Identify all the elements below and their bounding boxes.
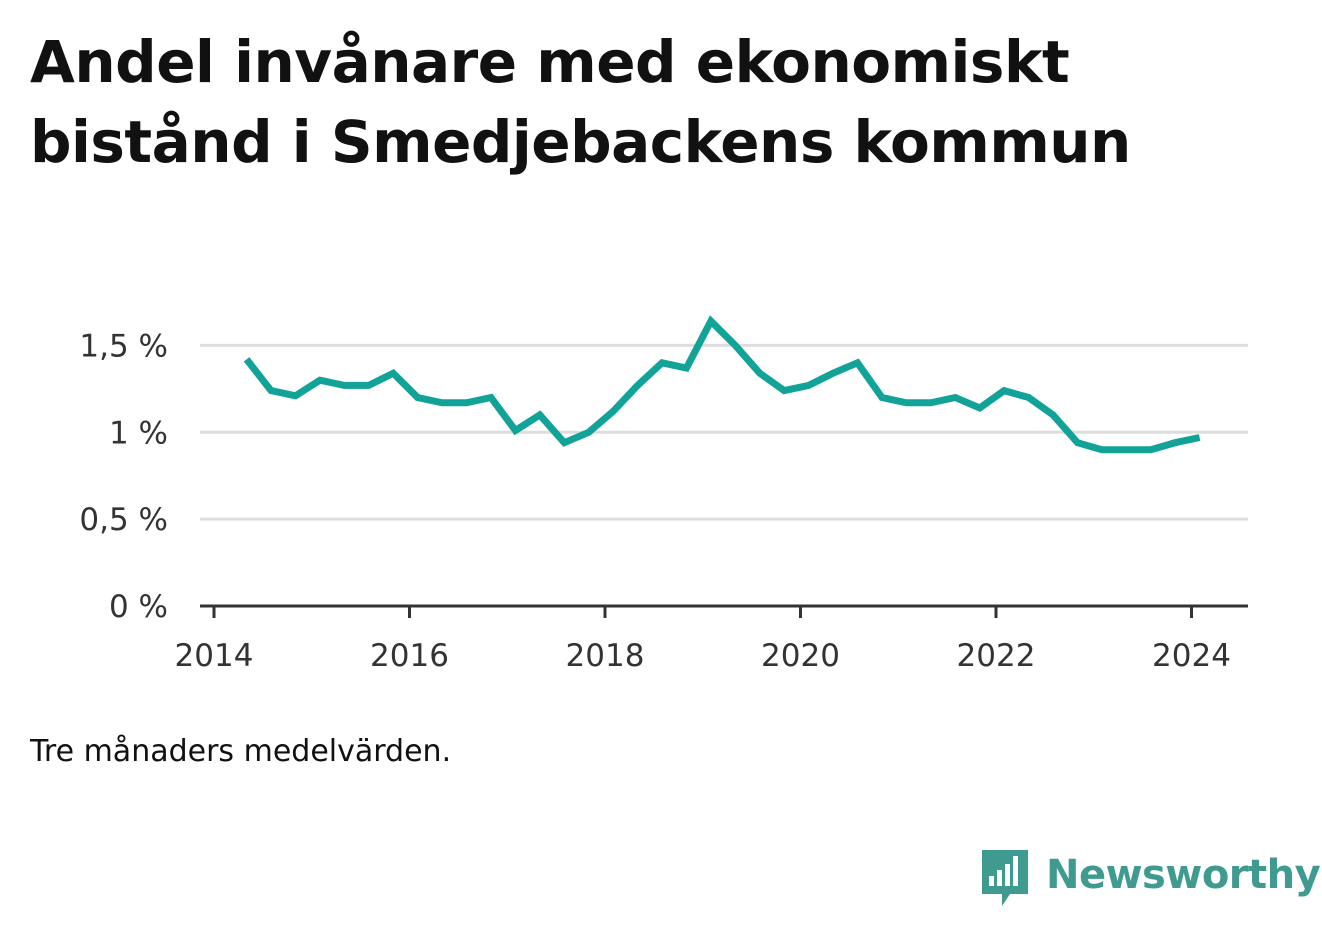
x-axis: 2014 2016 2018 2020 2022 2024 — [175, 604, 1248, 674]
x-tick-label: 2016 — [370, 638, 449, 674]
brand-name: Newsworthy — [1046, 852, 1321, 898]
series-layer — [243, 315, 1201, 454]
x-tick-label: 2014 — [175, 638, 254, 674]
x-tick-label: 2022 — [957, 638, 1036, 674]
x-tick-label: 2024 — [1152, 638, 1231, 674]
y-tick-label: 0 % — [109, 589, 168, 625]
chart-title: Andel invånare med ekonomiskt bistånd i … — [30, 28, 1131, 176]
y-tick-label: 1,5 % — [79, 328, 168, 364]
chart-note: Tre månaders medelvärden. — [30, 734, 452, 769]
series-line — [243, 315, 1201, 454]
x-tick-label: 2018 — [566, 638, 645, 674]
y-tick-label: 1 % — [109, 415, 168, 451]
y-axis-ticks: 0 % 0,5 % 1 % 1,5 % — [79, 328, 168, 625]
brand-logo[interactable]: Newsworthy — [980, 848, 1321, 910]
y-tick-label: 0,5 % — [79, 502, 168, 538]
x-tick-label: 2020 — [761, 638, 840, 674]
newsworthy-logo-icon — [982, 850, 1028, 906]
gridlines — [200, 343, 1248, 521]
